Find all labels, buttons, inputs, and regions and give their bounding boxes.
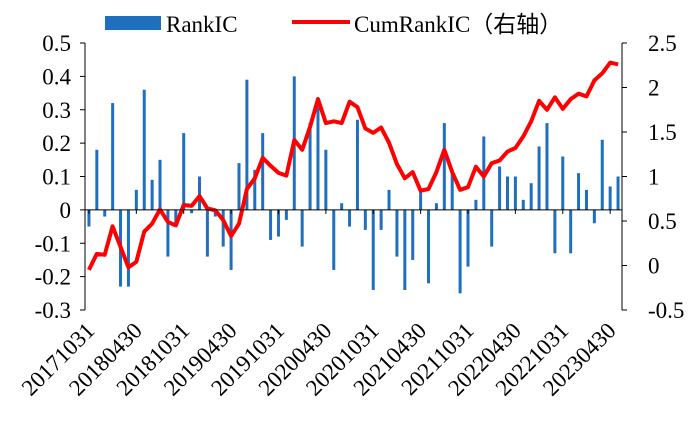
legend-label-cumrankic: CumRankIC（右轴） [354,12,562,37]
rankic-bar [308,123,312,210]
rankic-bar [340,203,344,210]
rankic-bar [150,179,154,210]
rankic-bar [332,209,336,270]
rankic-bar [498,166,502,210]
rankic-bar [134,189,138,210]
left-tick-label: 0.4 [42,64,71,89]
rankic-bar [545,123,549,210]
rankic-bar [166,209,170,257]
right-tick-label: 1 [648,165,660,190]
rankic-bar [229,209,233,270]
left-tick-label: 0 [60,198,72,223]
legend-swatch-rankic [105,16,161,30]
rankic-bar [276,209,280,237]
rankic-bar [616,176,620,210]
rankic-bar [111,103,115,210]
rankic-bar [158,159,162,210]
rankic-bar [561,156,565,210]
rankic-bar [103,209,107,217]
left-tick-label: 0.5 [42,31,71,56]
right-tick-label: 1.5 [648,120,677,145]
right-tick-label: 0 [648,254,660,279]
rankic-bar [434,203,438,210]
rankic-bar [419,189,423,210]
rankic-bar [300,209,304,247]
right-tick-label: 0.5 [648,209,677,234]
rankic-bar [348,209,352,227]
rankic-bar [174,209,178,224]
rankic-bar [198,176,202,210]
left-tick-label: -0.1 [35,231,71,256]
right-tick-label: 2 [648,76,660,101]
rankic-bar [245,79,249,210]
rankic-bar [371,209,375,290]
left-tick-label: -0.3 [35,298,71,323]
rankic-bar [379,209,383,230]
rankic-bar [142,89,146,210]
rankic-bar [363,209,367,230]
rankic-bar [221,209,225,247]
rankic-bar [411,209,415,260]
rankic-bar [284,209,288,220]
rankic-bar [95,149,99,210]
rankic-bar [261,133,265,210]
rankic-bar [458,209,462,294]
rankic-bar [521,199,525,210]
rankic-bar [355,119,359,210]
rankic-bar [253,169,257,210]
right-tick-label: 2.5 [648,31,677,56]
plot-area: -0.3 -0.2 -0.1 0 0.1 0.2 0.3 0.4 0.5 -0.5 0 0.5 1 1.5… [17,31,685,401]
rankic-bar [569,209,573,254]
legend-label-rankic: RankIC [166,12,238,37]
legend: RankIC CumRankIC（右轴） [105,12,562,37]
rankic-bar [490,209,494,247]
rankic-bar [584,189,588,210]
right-tick-label: -0.5 [648,298,684,323]
rankic-bar [316,106,320,210]
rankic-bar [387,189,391,210]
rankic-bar [205,209,209,257]
left-tick-label: 0.2 [42,131,71,156]
left-tick-label: 0.3 [42,98,71,123]
rankic-bar [608,186,612,210]
rankic-bar [600,139,604,210]
cumrankic-line [87,60,619,271]
rankic-bar [529,183,533,210]
rankic-bar [450,169,454,210]
rankic-bar [190,209,194,214]
rankic-bar [237,163,241,210]
rankic-bar [182,133,186,210]
rankic-bar [592,209,596,224]
rankic-bar [442,123,446,210]
rankic-bar [577,173,581,210]
rankic-bar [324,149,328,210]
rankic-bar [403,209,407,290]
rankic-bar [474,199,478,210]
rankic-bar [269,209,273,240]
rankic-bar [427,209,431,284]
rankic-bar [537,146,541,210]
rankic-bar [126,209,130,287]
rankic-bar [553,209,557,254]
rankic-bar [87,209,91,227]
rankic-bar [505,176,509,210]
rankic-bar [513,176,517,210]
left-tick-label: -0.2 [35,265,71,290]
left-tick-label: 0.1 [42,165,71,190]
rankic-bar [466,209,470,267]
rankic-bar [395,209,399,257]
